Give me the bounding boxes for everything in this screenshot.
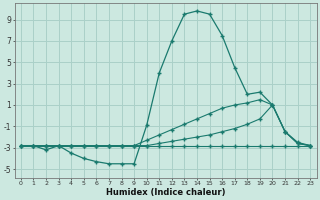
X-axis label: Humidex (Indice chaleur): Humidex (Indice chaleur): [106, 188, 225, 197]
